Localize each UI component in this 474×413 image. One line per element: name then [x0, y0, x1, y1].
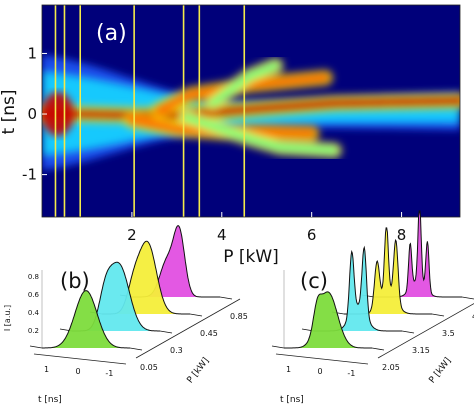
- trace-tail: [371, 347, 385, 351]
- panel-label-c: (c): [300, 269, 328, 293]
- waterfall-panel-c: 2.05 3.15 3.5 4.5 1 0 -1 (c) t [ns] P [kW]: [271, 210, 474, 405]
- p-axis-line: [377, 303, 474, 359]
- heatmap-hotspot: [42, 92, 74, 137]
- t-axis-line: [275, 353, 369, 365]
- t-tick-label: 0: [75, 367, 80, 376]
- p-tick-label: 2.05: [382, 363, 400, 372]
- p-tick-label: 3.5: [442, 329, 455, 338]
- trace-tail: [129, 347, 143, 351]
- waterfall-b-z-label: I [a.u.]: [3, 305, 12, 331]
- trace-tail: [189, 313, 203, 317]
- waterfall-panel-b: 0.2 0.4 0.6 0.8 0.05 0.3 0.45 0.85 1 0 -1 (b) I [a…: [3, 225, 248, 405]
- heatmap-y-label: t [ns]: [0, 90, 19, 135]
- t-tick-label: -1: [105, 369, 113, 378]
- trace-tail: [431, 313, 445, 317]
- y-tick-label: 0: [27, 105, 37, 123]
- trace-fill: [344, 227, 432, 314]
- waterfall-b-marks: 0.2 0.4 0.6 0.8 0.05 0.3 0.45 0.85 1 0 -1: [28, 225, 248, 378]
- trace-tail: [159, 330, 173, 334]
- heatmap-x-label: P [kW]: [223, 247, 279, 267]
- x-tick-label: 4: [217, 226, 227, 244]
- p-tick-label: 3.15: [412, 346, 430, 355]
- heatmap-panel: (a) 2 4 6 810-1 P [kW] t [ns]: [0, 4, 461, 267]
- x-tick-label: 2: [127, 226, 137, 244]
- p-tick-label: 0.85: [230, 312, 248, 321]
- z-tick-label: 0.8: [28, 273, 39, 281]
- y-tick-label: 1: [27, 44, 37, 62]
- z-tick-label: 0.6: [28, 291, 40, 299]
- t-tick-label: 1: [44, 365, 49, 374]
- t-tick-label: -1: [347, 369, 355, 378]
- x-tick-label: 6: [307, 226, 317, 244]
- trace-fill: [374, 210, 462, 297]
- trace-fill: [72, 262, 160, 331]
- waterfall-b-y-label: P [kW]: [185, 356, 211, 385]
- trace-fill: [42, 290, 130, 348]
- trace-line: [42, 290, 130, 349]
- trace-tail: [29, 345, 43, 349]
- waterfall-c-marks: 2.05 3.15 3.5 4.5 1 0 -1: [271, 210, 474, 378]
- t-axis-line: [33, 353, 127, 365]
- x-tick-label: 8: [397, 226, 407, 244]
- trace-tail: [219, 296, 233, 300]
- trace-fill: [102, 241, 190, 314]
- p-axis-line: [135, 298, 241, 359]
- trace-fill: [284, 291, 372, 348]
- panel-label-b: (b): [60, 269, 90, 293]
- marker-lines: [54, 5, 246, 217]
- p-tick-label: 0.3: [170, 346, 183, 355]
- p-tick-label: 0.05: [140, 363, 158, 372]
- trace-tail: [401, 330, 415, 334]
- waterfall-b-x-label: t [ns]: [38, 395, 62, 405]
- trace-tail: [271, 345, 285, 349]
- p-tick-label: 0.45: [200, 329, 218, 338]
- t-tick-label: 1: [286, 365, 291, 374]
- z-tick-label: 0.4: [28, 309, 40, 317]
- ridge-core: [181, 112, 339, 155]
- waterfall-c-x-label: t [ns]: [280, 395, 304, 405]
- panel-label-a: (a): [96, 21, 127, 46]
- z-tick-label: 0.2: [28, 327, 39, 335]
- heatmap-frame: [41, 4, 461, 218]
- waterfall-c-y-label: P [kW]: [427, 356, 453, 385]
- p-tick-label: 4.5: [472, 312, 474, 321]
- ridge-core: [208, 61, 281, 108]
- heatmap-axes: 2 4 6 810-1: [22, 44, 406, 244]
- trace-fill: [314, 247, 402, 331]
- trace-line: [284, 291, 372, 349]
- y-tick-label: -1: [22, 166, 37, 184]
- trace-tail: [461, 296, 474, 300]
- trace-fill: [132, 225, 220, 297]
- t-tick-label: 0: [317, 367, 322, 376]
